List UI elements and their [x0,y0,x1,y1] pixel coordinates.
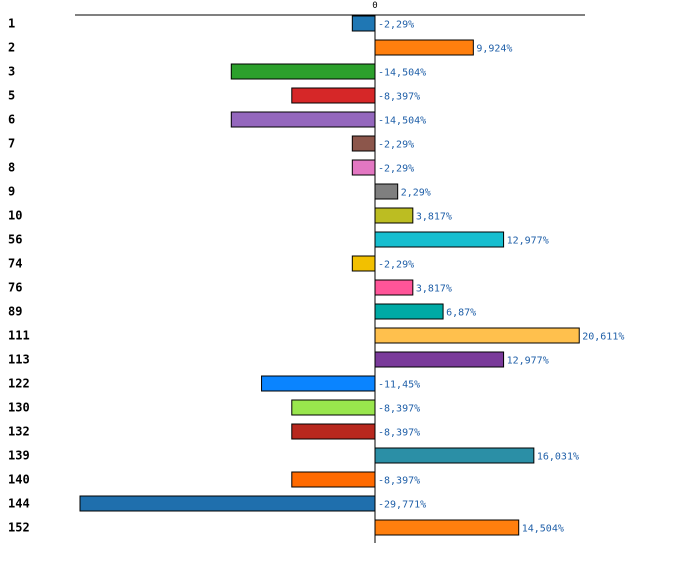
bar-5 [291,87,376,104]
category-label-113: 113 [8,353,30,367]
value-label-6: -14,504% [378,116,426,127]
bar-3 [230,63,376,80]
value-label-113: 12,977% [507,356,549,367]
value-label-5: -8,397% [378,92,420,103]
category-label-56: 56 [8,233,22,247]
category-label-2: 2 [8,41,15,55]
value-label-9: 2,29% [401,188,431,199]
value-label-89: 6,87% [446,308,476,319]
category-label-132: 132 [8,425,30,439]
category-label-130: 130 [8,401,30,415]
bar-122 [261,375,376,392]
bar-9 [374,183,399,200]
bar-76 [374,279,414,296]
value-label-7: -2,29% [378,140,414,151]
category-label-10: 10 [8,209,22,223]
bar-8 [351,159,376,176]
value-label-74: -2,29% [378,260,414,271]
bar-113 [374,351,505,368]
value-label-140: -8,397% [378,476,420,487]
category-label-89: 89 [8,305,22,319]
value-label-111: 20,611% [582,332,624,343]
category-label-1: 1 [8,17,15,31]
value-label-3: -14,504% [378,68,426,79]
bar-130 [291,399,376,416]
bar-10 [374,207,414,224]
category-label-3: 3 [8,65,15,79]
category-label-140: 140 [8,473,30,487]
value-label-122: -11,45% [378,380,420,391]
category-label-6: 6 [8,113,15,127]
value-label-132: -8,397% [378,428,420,439]
value-label-8: -2,29% [378,164,414,175]
bar-74 [351,255,376,272]
bar-1 [351,15,376,32]
value-label-56: 12,977% [507,236,549,247]
category-label-74: 74 [8,257,22,271]
value-label-152: 14,504% [522,524,564,535]
bar-139 [374,447,535,464]
value-label-10: 3,817% [416,212,452,223]
bar-144 [79,495,376,512]
category-label-144: 144 [8,497,30,511]
category-label-5: 5 [8,89,15,103]
bar-152 [374,519,520,536]
value-label-144: -29,771% [378,500,426,511]
bar-111 [374,327,580,344]
bar-140 [291,471,376,488]
category-label-9: 9 [8,185,15,199]
value-label-76: 3,817% [416,284,452,295]
bar-132 [291,423,376,440]
category-label-122: 122 [8,377,30,391]
category-label-76: 76 [8,281,22,295]
category-label-111: 111 [8,329,30,343]
category-label-8: 8 [8,161,15,175]
bar-7 [351,135,376,152]
category-label-139: 139 [8,449,30,463]
bar-2 [374,39,474,56]
value-label-2: 9,924% [476,44,512,55]
bar-89 [374,303,444,320]
value-label-139: 16,031% [537,452,579,463]
category-label-152: 152 [8,521,30,535]
bars-group: 1 -2,29% 2 9,924% 3 -14,504% 5 -8,397% 6 -14,504%… [8,15,624,536]
value-label-130: -8,397% [378,404,420,415]
bar-6 [230,111,376,128]
bar-56 [374,231,505,248]
category-label-7: 7 [8,137,15,151]
zero-tick-label: 0 [372,1,377,11]
value-label-1: -2,29% [378,20,414,31]
